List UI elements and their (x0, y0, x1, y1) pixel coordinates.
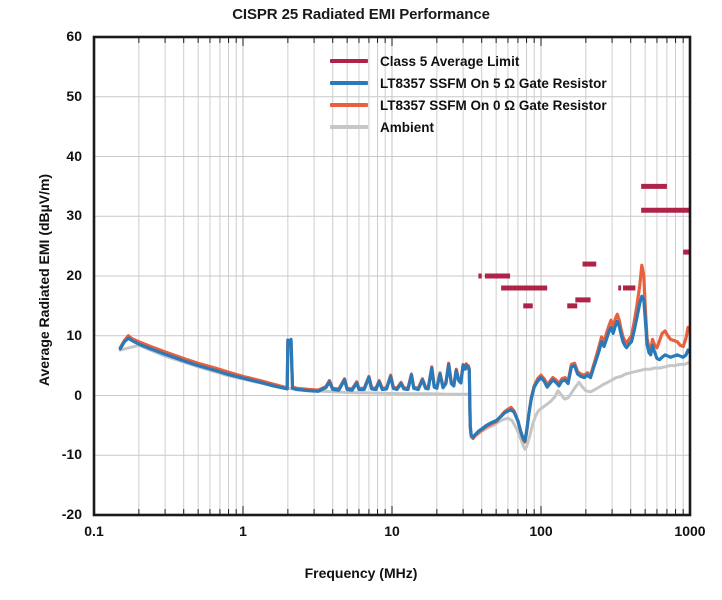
legend-item: Class 5 Average Limit (330, 50, 607, 72)
chart-legend: Class 5 Average Limit LT8357 SSFM On 5 Ω … (330, 50, 607, 138)
legend-item: LT8357 SSFM On 0 Ω Gate Resistor (330, 94, 607, 116)
series-line (118, 343, 690, 451)
x-tick-label: 10 (384, 523, 400, 539)
y-tick-label: 40 (66, 147, 82, 164)
chart-title: CISPR 25 Radiated EMI Performance (232, 6, 490, 23)
legend-color-swatch (330, 59, 368, 63)
y-tick-label: 60 (66, 28, 82, 44)
legend-color-swatch (330, 103, 368, 107)
class5-limit-segments (478, 183, 690, 309)
legend-item-label: LT8357 SSFM On 0 Ω Gate Resistor (380, 97, 607, 113)
y-tick-label: 20 (66, 267, 82, 283)
x-tick-label: 0.1 (84, 523, 104, 539)
x-tick-label: 1 (239, 523, 247, 539)
legend-color-swatch (330, 81, 368, 85)
x-axis-label: Frequency (MHz) (304, 565, 418, 581)
y-tick-label: 0 (74, 386, 82, 403)
legend-item-label: LT8357 SSFM On 5 Ω Gate Resistor (380, 75, 607, 91)
x-tick-label: 100 (529, 523, 553, 539)
legend-item: LT8357 SSFM On 5 Ω Gate Resistor (330, 72, 607, 94)
legend-color-swatch (330, 125, 368, 129)
y-axis-label: Average Radiated EMI (dBµV/m) (36, 173, 52, 387)
series-line (118, 294, 690, 443)
y-tick-label: 10 (66, 326, 82, 343)
y-tick-label: 30 (66, 207, 82, 224)
y-tick-label: 50 (66, 87, 82, 104)
legend-item-label: Ambient (380, 119, 434, 135)
y-tick-label: -20 (61, 506, 82, 522)
legend-item-label: Class 5 Average Limit (380, 53, 520, 69)
y-tick-label: -10 (61, 446, 82, 463)
legend-item: Ambient (330, 116, 607, 138)
x-tick-label: 1000 (674, 523, 706, 539)
